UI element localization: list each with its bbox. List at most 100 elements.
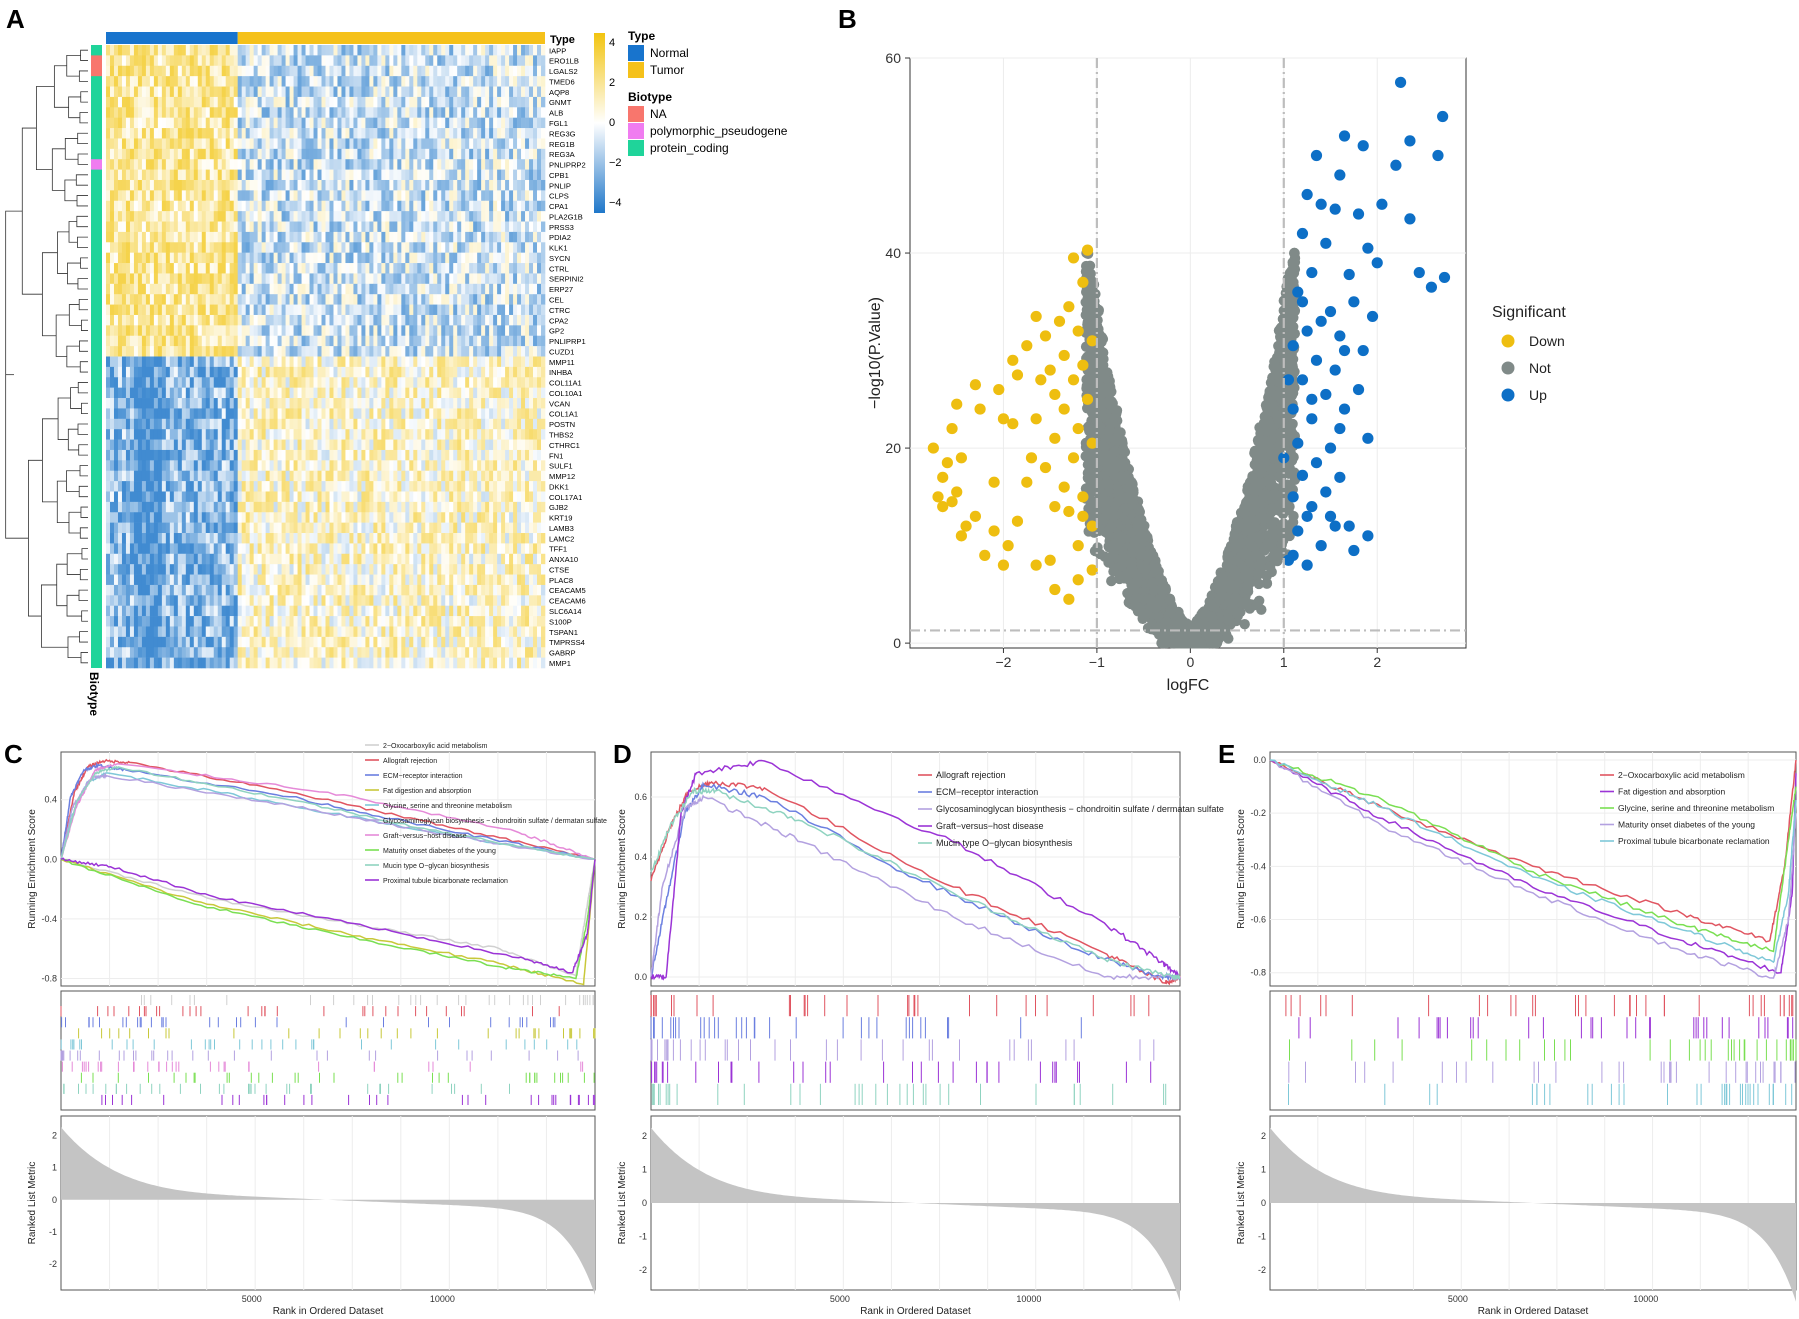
heatmap-cell [433, 460, 438, 472]
heatmap-cell [365, 138, 370, 150]
heatmap-cell [385, 481, 390, 492]
heatmap-cell [125, 398, 131, 409]
heatmap-cell [465, 460, 470, 472]
heatmap-cell [525, 107, 530, 118]
heatmap-cell [473, 200, 478, 212]
heatmap-cell [509, 211, 514, 222]
heatmap-cell [177, 76, 183, 87]
heatmap-cell [109, 481, 115, 492]
heatmap-cell [277, 231, 282, 243]
heatmap-cell [293, 86, 298, 98]
heatmap-cell [477, 366, 482, 378]
heatmap-cell [173, 470, 179, 482]
heatmap-cell [533, 294, 538, 305]
heatmap-cell [293, 470, 298, 482]
heatmap-cell [441, 117, 446, 129]
panel-label-a: A [6, 4, 25, 34]
heatmap-cell [165, 263, 171, 274]
heatmap-cell [409, 325, 414, 337]
heatmap-cell [409, 304, 414, 316]
heatmap-cell [521, 418, 526, 430]
heatmap-cell [393, 501, 398, 513]
heatmap-cell [433, 377, 438, 388]
heatmap-cell [385, 96, 390, 108]
heatmap-cell [449, 263, 454, 274]
heatmap-cell [453, 366, 458, 378]
heatmap-cell [109, 314, 115, 326]
heatmap-cell [405, 346, 410, 357]
heatmap-cell [189, 179, 195, 191]
heatmap-cell [357, 55, 362, 67]
heatmap-cell [177, 273, 183, 285]
heatmap-cell [277, 200, 282, 212]
heatmap-cell [325, 221, 330, 233]
heatmap-cell [177, 221, 183, 233]
heatmap-cell [397, 221, 402, 233]
heatmap-cell [473, 449, 478, 461]
heatmap-cell [133, 107, 139, 118]
heatmap-cell [249, 231, 254, 243]
heatmap-cell [481, 294, 486, 305]
heatmap-cell [337, 366, 342, 378]
heatmap-cell [113, 252, 119, 264]
heatmap-cell [121, 481, 127, 492]
heatmap-cell [289, 231, 294, 243]
heatmap-cell [413, 294, 418, 305]
heatmap-cell [481, 45, 486, 56]
heatmap-cell [261, 470, 266, 482]
heatmap-cell [133, 294, 139, 305]
heatmap-cell [205, 460, 211, 472]
heatmap-cell [177, 107, 183, 118]
heatmap-cell [106, 439, 111, 451]
heatmap-cell [417, 481, 422, 492]
heatmap-cell [417, 55, 422, 67]
heatmap-cell [189, 242, 195, 253]
heatmap-cell [269, 190, 274, 202]
heatmap-cell [485, 138, 490, 150]
heatmap-cell [353, 377, 358, 388]
heatmap-cell [385, 429, 390, 440]
heatmap-cell [261, 55, 266, 67]
heatmap-cell [137, 242, 143, 253]
heatmap-cell [445, 231, 450, 243]
heatmap-cell [221, 117, 227, 129]
heatmap-cell [417, 148, 422, 160]
heatmap-cell [341, 398, 346, 409]
heatmap-cell [173, 418, 179, 430]
heatmap-cell [525, 242, 530, 253]
heatmap-cell [513, 491, 518, 503]
heatmap-cell [253, 169, 258, 181]
heatmap-cell [181, 439, 187, 451]
heatmap-cell [149, 314, 155, 326]
heatmap-cell [525, 273, 530, 285]
heatmap-cell [405, 377, 410, 388]
heatmap-cell [341, 86, 346, 98]
heatmap-cell [477, 117, 482, 129]
heatmap-cell [237, 159, 242, 170]
heatmap-cell [469, 190, 474, 202]
heatmap-cell [433, 65, 438, 77]
heatmap-cell [513, 387, 518, 399]
heatmap-cell [437, 449, 442, 461]
heatmap-cell [173, 200, 179, 212]
heatmap-cell [393, 314, 398, 326]
heatmap-cell [337, 325, 342, 337]
heatmap-cell [177, 377, 183, 388]
heatmap-cell [513, 96, 518, 108]
heatmap-cell [165, 273, 171, 285]
heatmap-cell [173, 439, 179, 451]
heatmap-cell [277, 55, 282, 67]
heatmap-cell [221, 45, 227, 56]
heatmap-cell [106, 231, 111, 243]
heatmap-cell [241, 470, 246, 482]
heatmap-cell [249, 76, 254, 87]
heatmap-cell [357, 429, 362, 440]
heatmap-cell [165, 107, 171, 118]
heatmap-cell [541, 211, 546, 222]
heatmap-cell [229, 200, 235, 212]
heatmap-cell [501, 148, 506, 160]
heatmap-cell [481, 200, 486, 212]
heatmap-cell [213, 138, 219, 150]
heatmap-cell [465, 366, 470, 378]
heatmap-cell [209, 429, 215, 440]
